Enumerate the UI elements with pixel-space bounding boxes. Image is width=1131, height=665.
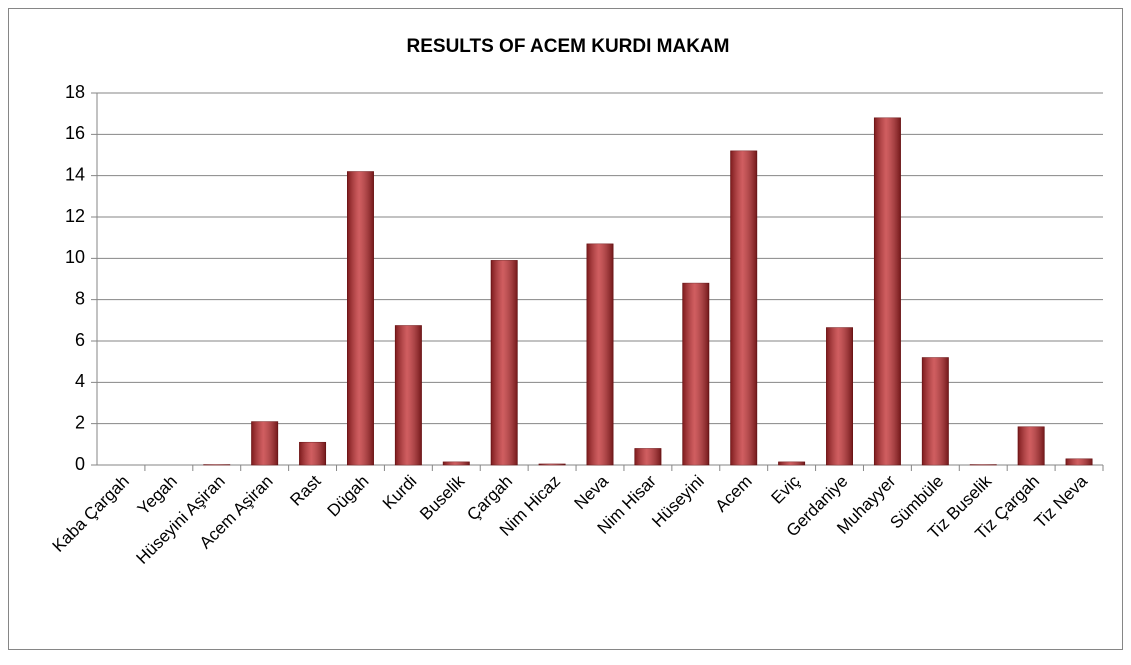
bar bbox=[922, 358, 948, 465]
bar bbox=[299, 442, 325, 465]
bar bbox=[874, 118, 900, 465]
y-tick-label: 12 bbox=[65, 206, 85, 226]
bar bbox=[347, 172, 373, 465]
bar bbox=[826, 328, 852, 465]
y-tick-label: 8 bbox=[75, 288, 85, 308]
bar bbox=[587, 244, 613, 465]
bar bbox=[443, 462, 469, 465]
bar bbox=[635, 448, 661, 465]
y-tick-label: 16 bbox=[65, 123, 85, 143]
bar bbox=[539, 464, 565, 465]
y-tick-label: 6 bbox=[75, 330, 85, 350]
bar bbox=[1018, 427, 1044, 465]
y-tick-label: 18 bbox=[65, 82, 85, 102]
bar bbox=[491, 260, 517, 465]
bar bbox=[395, 326, 421, 466]
bar bbox=[1066, 459, 1092, 465]
bar bbox=[778, 462, 804, 465]
y-tick-label: 10 bbox=[65, 247, 85, 267]
bar bbox=[683, 283, 709, 465]
y-tick-label: 4 bbox=[75, 371, 85, 391]
chart-title: RESULTS OF ACEM KURDI MAKAM bbox=[407, 36, 730, 57]
chart-frame bbox=[9, 9, 1123, 650]
y-tick-label: 14 bbox=[65, 164, 85, 184]
y-tick-label: 0 bbox=[75, 454, 85, 474]
bar bbox=[251, 422, 277, 465]
bar bbox=[731, 151, 757, 465]
y-tick-label: 2 bbox=[75, 412, 85, 432]
